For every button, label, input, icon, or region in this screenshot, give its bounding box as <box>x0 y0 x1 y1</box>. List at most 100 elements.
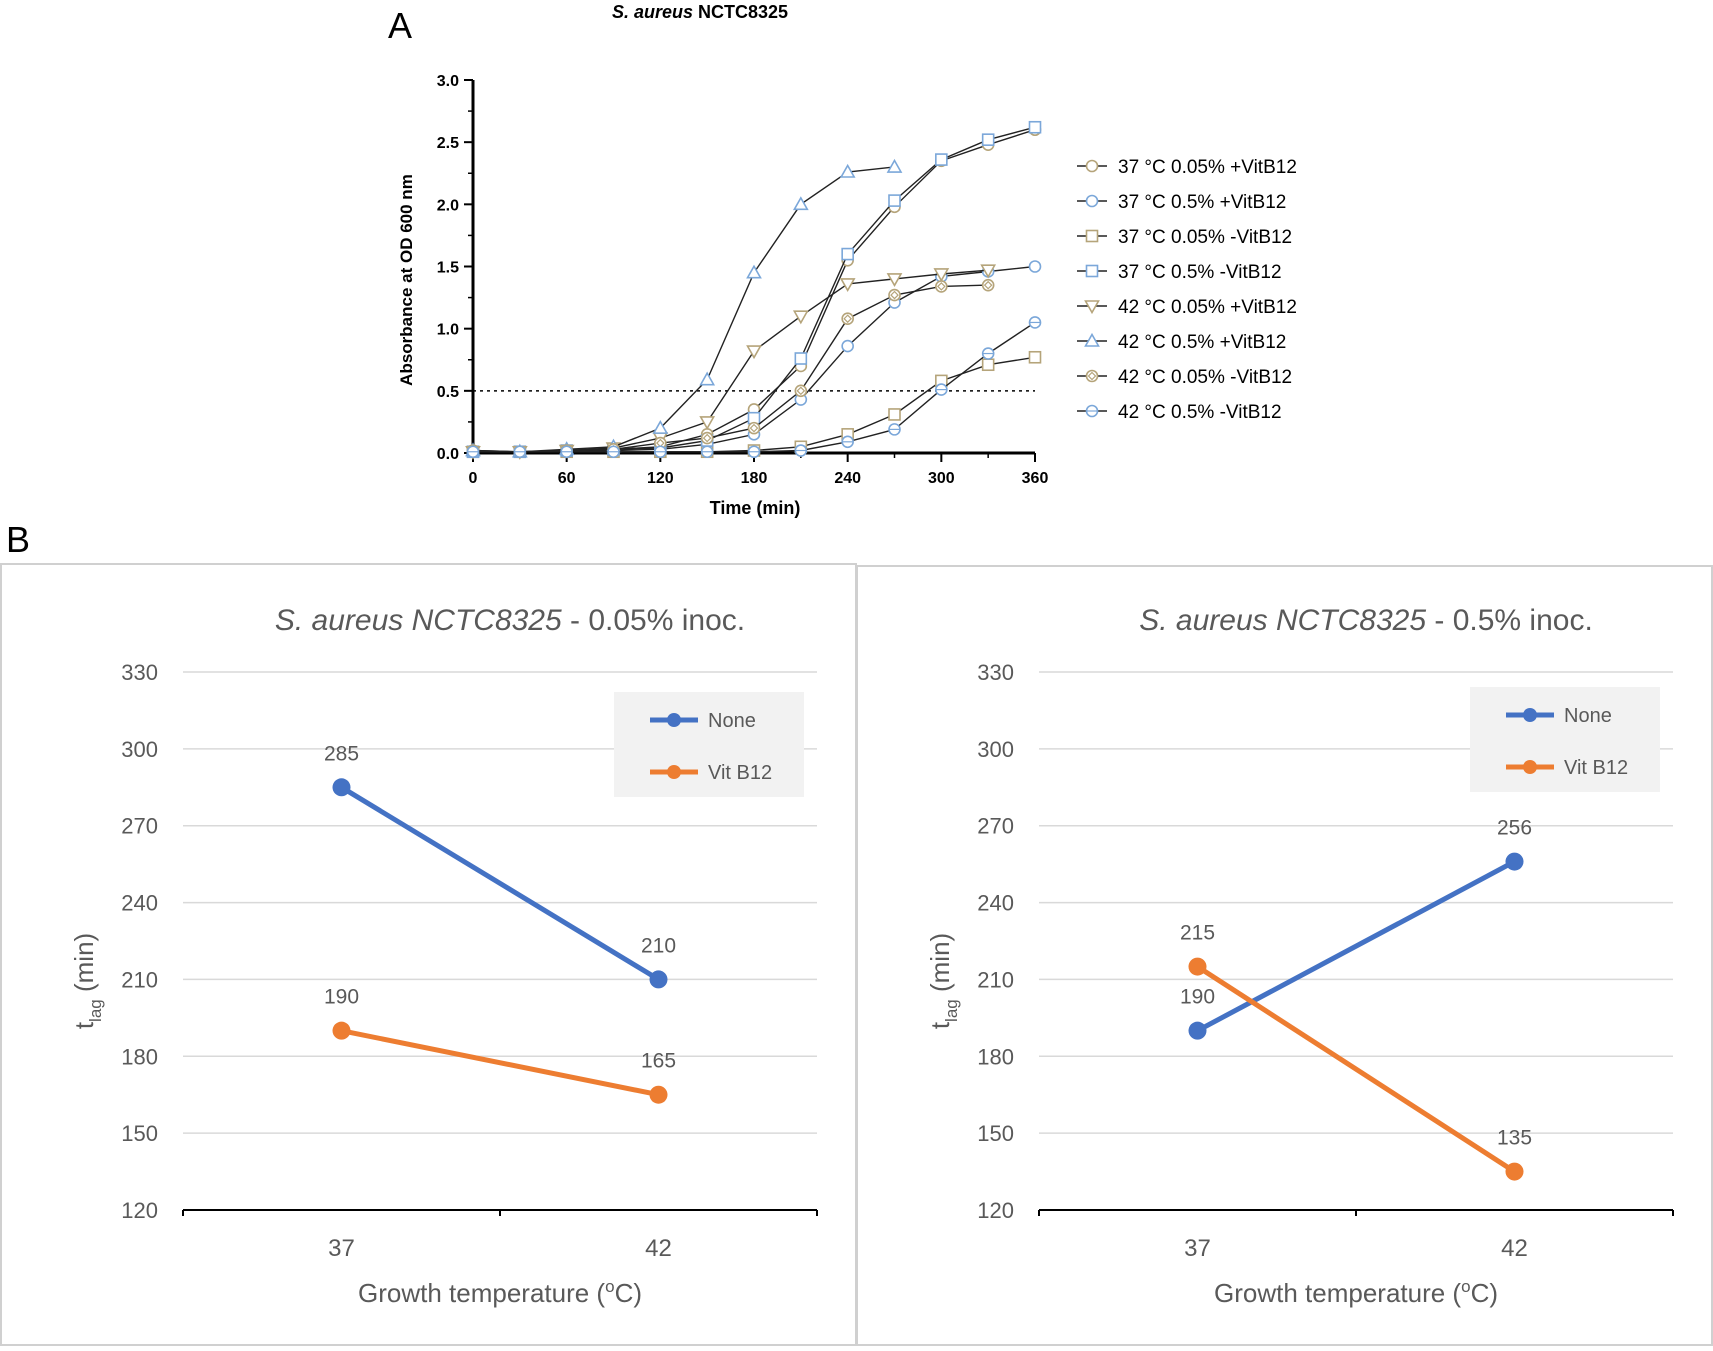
panel-a-point <box>981 358 995 372</box>
panel-a-series-line <box>473 126 1036 453</box>
y-axis-label-main: t <box>69 1021 99 1029</box>
panel-a-legend: 37 °C 0.05% +VitB12 37 °C 0.5% +VitB12 37 … <box>1077 157 1297 423</box>
y-tick-label: 150 <box>977 1121 1014 1146</box>
panel-a-legend-entry: 42 °C 0.05% -VitB12 <box>1077 367 1292 388</box>
panel-a-point <box>888 408 901 421</box>
panel-a-series-8 <box>466 316 1042 459</box>
y-axis-label-main: t <box>925 1021 955 1029</box>
series-line <box>1196 964 1516 1174</box>
y-tick-label: 300 <box>121 737 158 762</box>
panel-a-x-tick-label: 240 <box>834 470 861 487</box>
y-tick-label: 270 <box>977 814 1014 839</box>
panel-a-series-7 <box>466 278 995 459</box>
panel-a-legend-entry: 37 °C 0.5% -VitB12 <box>1077 262 1282 283</box>
panel-b-letter: B <box>6 519 30 560</box>
data-point <box>1188 1021 1207 1040</box>
panel-a-legend-label: 37 °C 0.5% +VitB12 <box>1118 192 1286 213</box>
x-axis-label-sup: o <box>1461 1277 1470 1296</box>
panel-a-point <box>794 384 808 398</box>
panel-a-x-tick-label: 360 <box>1022 470 1049 487</box>
x-axis-label-pre: Growth temperature ( <box>358 1278 605 1308</box>
panel-a-title: S. aureus NCTC8325 <box>612 2 788 22</box>
y-tick-label: 180 <box>977 1044 1014 1069</box>
legend-background <box>1470 687 1660 792</box>
data-label: 210 <box>641 934 676 957</box>
panel-b-left-chart: S. aureus NCTC8325 - 0.05% inoc. 120 150 18… <box>69 604 818 1308</box>
panel-a-ylabel: Absorbance at OD 600 nm <box>397 174 416 386</box>
x-tick-label: 42 <box>1501 1235 1528 1262</box>
panel-a-legend-label: 42 °C 0.05% -VitB12 <box>1118 367 1292 388</box>
panel-a-point <box>841 312 854 326</box>
panel-a-point <box>1028 260 1042 273</box>
panel-a-point <box>794 352 808 365</box>
panel-a-legend-marker <box>1085 369 1099 383</box>
panel-a-x-tick-label: 60 <box>558 470 576 487</box>
panel-a-point-inner <box>702 433 712 443</box>
panel-a-x-tick-label: 180 <box>741 470 768 487</box>
panel-a-series-1 <box>466 123 1042 459</box>
y-tick-label: 120 <box>121 1198 158 1223</box>
data-point <box>332 778 351 797</box>
data-point <box>649 1085 668 1104</box>
panel-a-legend-marker <box>1085 159 1099 173</box>
panel-a-point <box>981 133 995 146</box>
panel-a-y-tick-label: 2.0 <box>437 197 459 214</box>
panel-a-series-line <box>472 284 989 453</box>
legend-background <box>614 692 804 797</box>
legend-swatch-marker <box>1523 708 1537 722</box>
legend-swatch-marker <box>667 713 681 727</box>
panel-a-point <box>888 288 901 302</box>
series-line <box>341 1028 659 1098</box>
panel-a-point <box>746 264 762 279</box>
panel-a-legend-entry: 42 °C 0.5% -VitB12 <box>1077 402 1282 423</box>
panel-a-point <box>792 310 809 325</box>
data-point <box>1505 852 1524 871</box>
panel-a-legend-marker <box>1084 300 1100 315</box>
panel-a-point-inner <box>843 314 853 324</box>
y-axis-label-rest: (min) <box>69 933 99 999</box>
panel-a-point <box>699 416 716 431</box>
panel-a-point <box>839 163 856 178</box>
panel-a-point <box>888 194 901 207</box>
panel-a-series-6 <box>465 158 903 458</box>
panel-a-letter: A <box>388 5 412 46</box>
legend-label: None <box>708 710 756 732</box>
legend: None Vit B12 <box>1470 687 1660 792</box>
panel-a-y-tick-label: 1.5 <box>437 260 459 277</box>
panel-a-series-line <box>473 269 989 453</box>
data-point <box>1188 957 1207 976</box>
panel-a-point <box>935 153 948 166</box>
series-none: 285 210 <box>324 742 676 989</box>
panel-a-legend-label: 37 °C 0.05% -VitB12 <box>1118 227 1292 248</box>
panel-a-point <box>700 431 714 445</box>
y-tick-label: 300 <box>977 737 1014 762</box>
x-tick-label: 42 <box>645 1235 672 1262</box>
y-tick-label: 150 <box>121 1121 158 1146</box>
panel-a-point <box>933 268 950 283</box>
legend-label: Vit B12 <box>708 762 772 784</box>
panel-a-point <box>839 278 856 293</box>
panel-a-legend-entry: 37 °C 0.5% +VitB12 <box>1077 192 1286 213</box>
chart-title-rest: - 0.05% inoc. <box>562 604 745 637</box>
panel-b-right-chart: S. aureus NCTC8325 - 0.5% inoc. 120 150 180… <box>925 604 1674 1308</box>
panel-a-series-line <box>472 166 895 453</box>
y-tick-label: 180 <box>121 1044 158 1069</box>
legend-swatch-marker <box>1523 760 1537 774</box>
x-tick-label: 37 <box>328 1235 355 1262</box>
y-tick-label: 330 <box>121 660 158 685</box>
y-tick-label: 240 <box>121 891 158 916</box>
panel-a-point <box>1028 120 1042 134</box>
y-axis-label-sub: lag <box>942 999 961 1022</box>
panel-a-legend-entry: 37 °C 0.05% +VitB12 <box>1077 157 1297 178</box>
data-label: 256 <box>1497 817 1532 840</box>
data-point <box>1505 1162 1524 1181</box>
panel-a-xlabel: Time (min) <box>710 498 801 518</box>
panel-a-legend-marker <box>1085 194 1099 208</box>
chart-title: S. aureus NCTC8325 - 0.5% inoc. <box>1139 604 1593 637</box>
panel-a-point <box>652 420 669 434</box>
y-tick-label: 330 <box>977 660 1014 685</box>
y-tick-label: 240 <box>977 891 1014 916</box>
x-axis-label-post: C) <box>1471 1278 1498 1308</box>
panel-a-y-tick-label: 2.5 <box>437 135 459 152</box>
